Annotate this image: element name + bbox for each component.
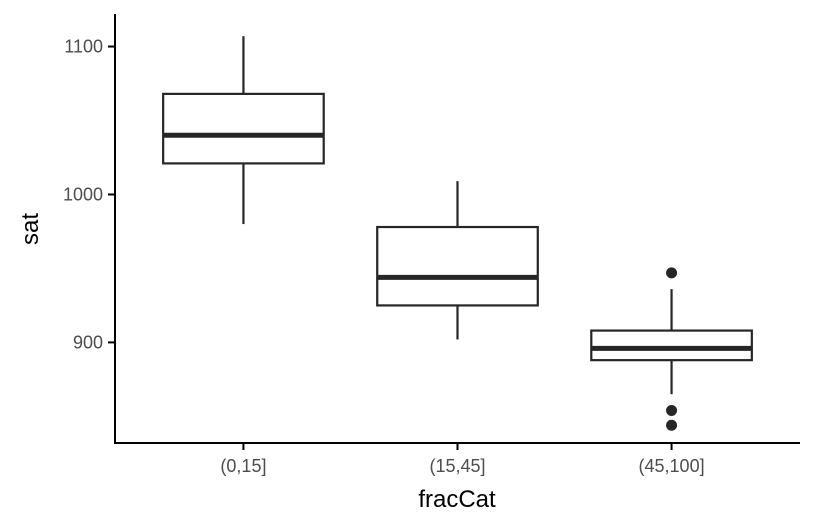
y-axis-title: sat	[17, 213, 44, 245]
y-tick-label: 1000	[63, 184, 103, 204]
box-group	[162, 36, 325, 225]
box-iqr	[162, 92, 325, 165]
box-iqr	[590, 329, 753, 362]
axes: 900 1000 1100 (0,15] (15,45] (45,100]	[63, 14, 800, 476]
y-tick-label: 900	[73, 332, 103, 352]
outlier-point	[666, 404, 678, 416]
box-iqr	[376, 225, 539, 307]
x-tick-label: (45,100]	[639, 456, 705, 476]
outlier-point	[666, 267, 678, 279]
x-tick-label: (15,45]	[429, 456, 485, 476]
y-axis-ticks: 900 1000 1100	[63, 37, 115, 352]
outlier-point	[666, 419, 678, 431]
x-axis-ticks: (0,15] (15,45] (45,100]	[220, 443, 705, 476]
x-tick-label: (0,15]	[220, 456, 266, 476]
box-group	[590, 267, 753, 431]
x-axis-title: fracCat	[418, 486, 496, 513]
box-group	[376, 181, 539, 340]
y-tick-label: 1100	[64, 37, 103, 57]
plot-area	[162, 36, 753, 431]
